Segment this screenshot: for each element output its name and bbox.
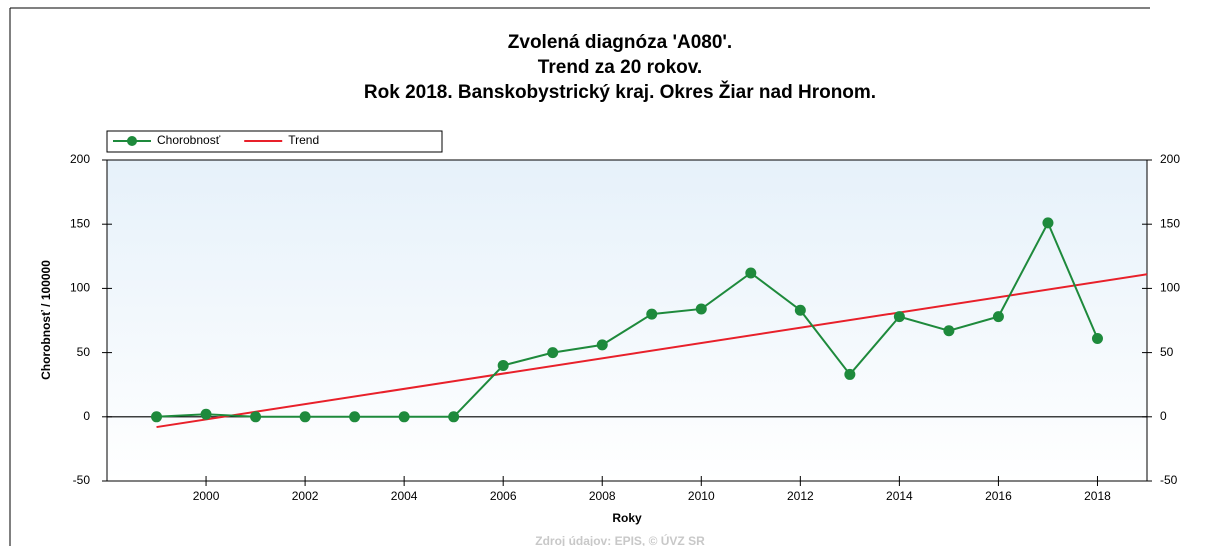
point (1091, 332, 1103, 344)
point (893, 311, 905, 323)
source: Zdroj údajov: EPIS, © ÚVZ SR (535, 533, 705, 546)
point (151, 411, 163, 423)
point (349, 411, 361, 423)
y2-tick-label: -50 (1160, 473, 1178, 487)
y2-tick-label: 150 (1160, 216, 1180, 230)
point (1042, 217, 1054, 229)
x-tick-label: 2010 (688, 489, 715, 503)
chart-title: Rok 2018. Banskobystrický kraj. Okres Ži… (364, 81, 876, 103)
point (646, 308, 658, 320)
point (844, 368, 856, 380)
y-tick-label: 0 (83, 409, 90, 423)
x-tick-label: 2004 (391, 489, 418, 503)
chart-title: Trend za 20 rokov. (538, 57, 702, 78)
x-tick-label: 2008 (589, 489, 616, 503)
y2-tick-label: 0 (1160, 409, 1167, 423)
x-tick-label: 2016 (985, 489, 1012, 503)
x-tick-label: 2014 (886, 489, 913, 503)
y2-tick-label: 50 (1160, 345, 1174, 359)
y2-tick-label: 100 (1160, 281, 1180, 295)
y2-tick-label: 200 (1160, 152, 1180, 166)
point (299, 411, 311, 423)
point (547, 347, 559, 359)
x-tick-label: 2000 (193, 489, 220, 503)
x-tick-label: 2012 (787, 489, 814, 503)
y-axis-label: Chorobnosť / 100000 (39, 260, 53, 380)
series-line (156, 220, 1099, 418)
plot-area (106, 159, 1148, 482)
y-tick-label: 200 (70, 152, 90, 166)
point (992, 311, 1004, 323)
chart-title: Zvolená diagnóza 'A080'. (508, 32, 732, 53)
x-tick-label: 2002 (292, 489, 319, 503)
point (448, 411, 460, 423)
point (745, 267, 757, 279)
y-tick-label: 150 (70, 216, 90, 230)
x-axis-label: Roky (612, 511, 642, 525)
series-line (156, 273, 1148, 429)
x-tick-label: 2018 (1084, 489, 1111, 503)
point (398, 411, 410, 423)
point (497, 359, 509, 371)
y-tick-label: 100 (70, 281, 90, 295)
legend-label: Trend (288, 133, 319, 147)
y-tick-label: 50 (77, 345, 91, 359)
x-tick-label: 2006 (490, 489, 517, 503)
point (596, 339, 608, 351)
y-tick-label: -50 (73, 473, 91, 487)
legend-marker (127, 136, 137, 146)
point (943, 325, 955, 337)
point (250, 411, 262, 423)
legend-label: Chorobnosť (157, 133, 221, 147)
point (695, 303, 707, 315)
point (794, 304, 806, 316)
point (200, 408, 212, 420)
